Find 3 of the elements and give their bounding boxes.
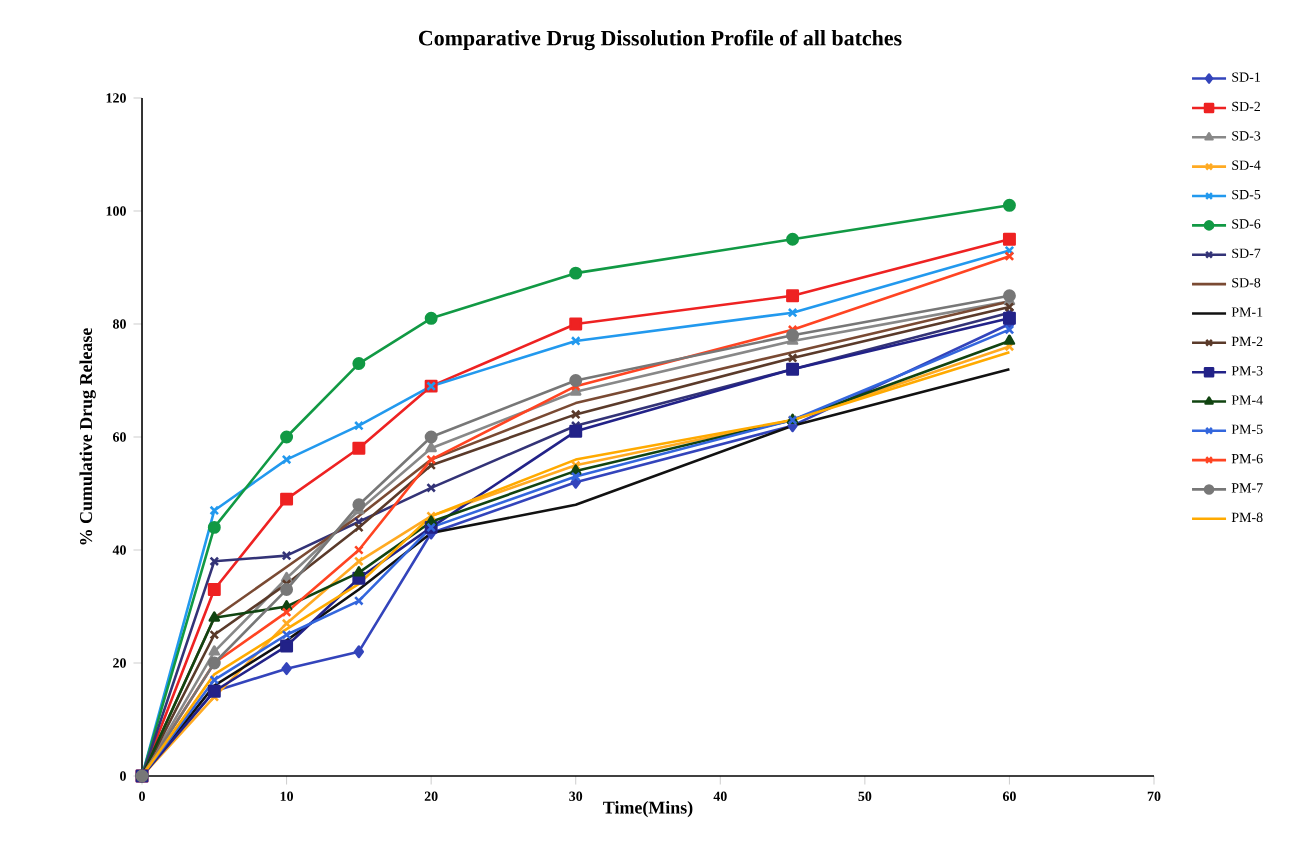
y-axis-title: % Cumulative Drug Release <box>79 328 96 545</box>
x-axis-title: Time(Mins) <box>603 801 693 818</box>
chart-title: Comparative Drug Dissolution Profile of all batches <box>418 29 902 51</box>
